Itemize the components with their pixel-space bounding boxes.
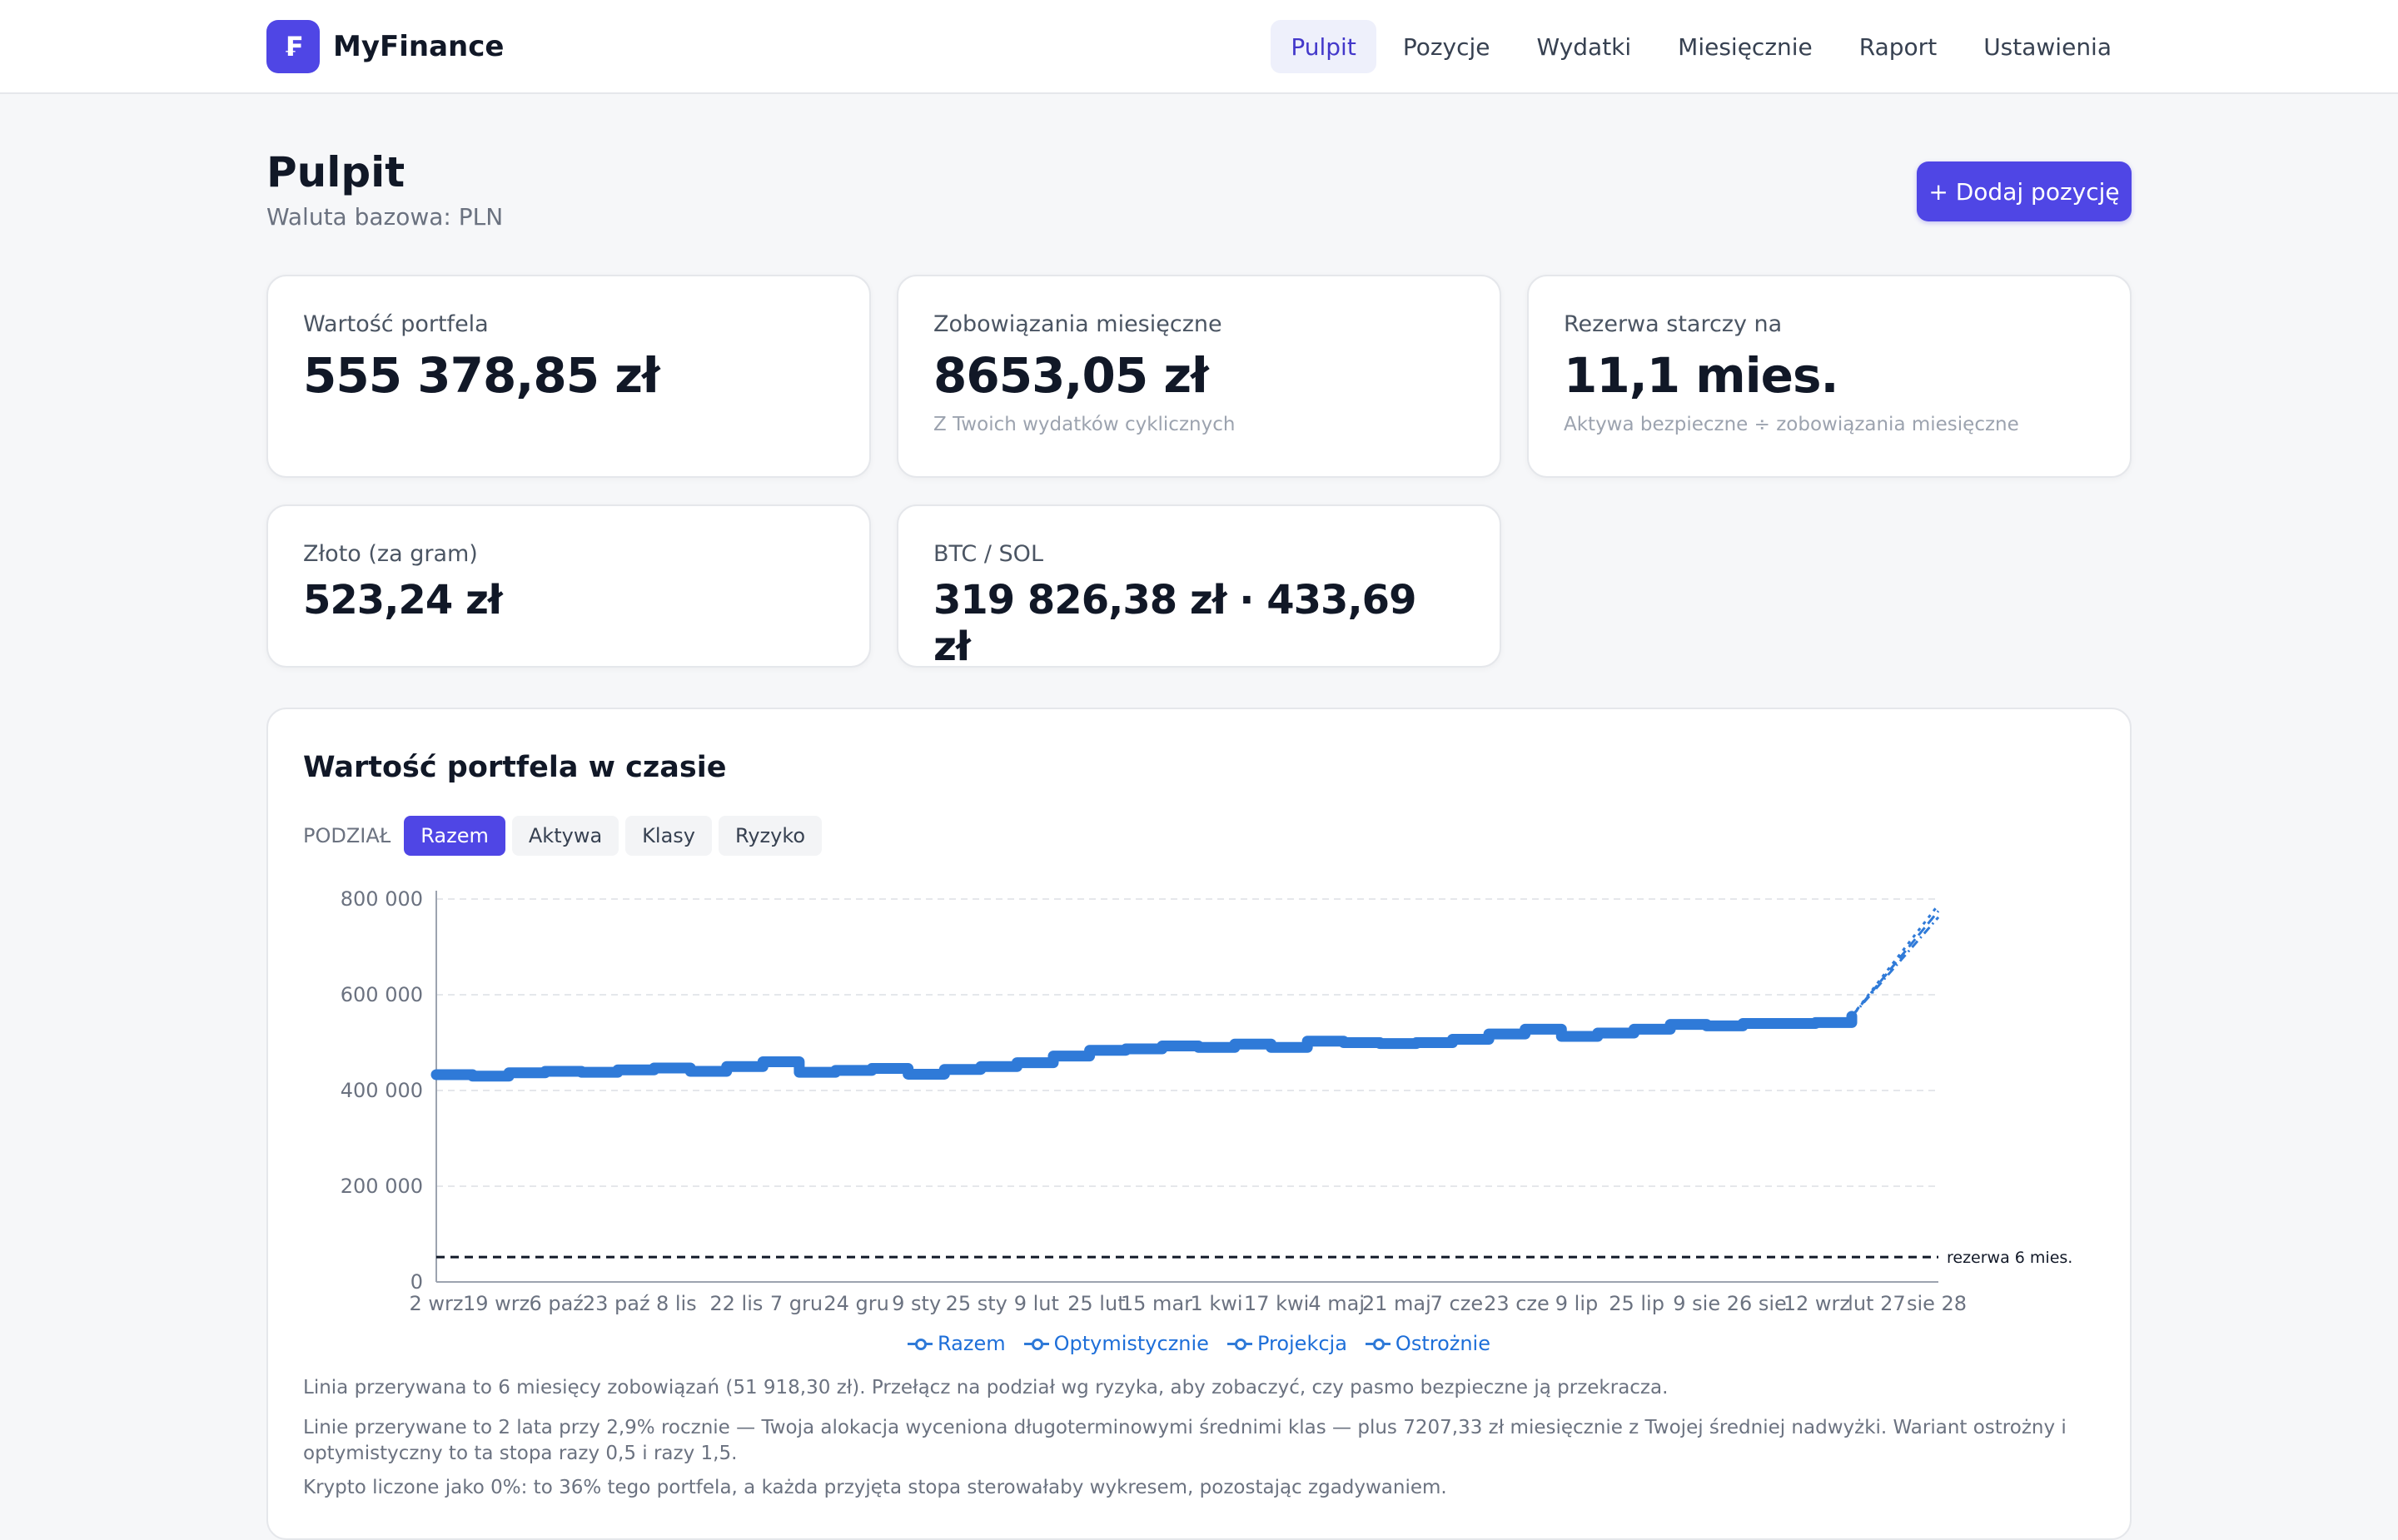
page-title: Pulpit: [266, 148, 405, 196]
x-tick-label: 15 mar: [1121, 1292, 1192, 1315]
x-tick-label: 23 cze: [1484, 1292, 1550, 1315]
x-tick-label: 21 maj: [1362, 1292, 1431, 1315]
reserve-value: 11,1 mies.: [1564, 347, 1839, 404]
legend-label: Ostrożnie: [1395, 1332, 1490, 1355]
nav-item-ustawienia[interactable]: Ustawienia: [1983, 32, 2112, 61]
y-tick-label: 200 000: [341, 1175, 423, 1198]
x-tick-label: 2 wrz: [410, 1292, 464, 1315]
split-label: PODZIAŁ: [303, 824, 391, 847]
portfolio-value: 555 378,85 zł: [303, 347, 660, 404]
brand[interactable]: ₣ MyFinance: [266, 20, 504, 73]
legend-item-optymistycznie[interactable]: Optymistycznie: [1023, 1332, 1209, 1355]
legend-item-ostroznie[interactable]: Ostrożnie: [1365, 1332, 1490, 1355]
x-tick-label: 9 sie: [1673, 1292, 1720, 1315]
x-tick-label: 4 maj: [1308, 1292, 1365, 1315]
chart-note-crypto: Krypto liczone jako 0%: to 36% tego port…: [303, 1477, 1447, 1498]
app-name: MyFinance: [333, 30, 505, 63]
x-tick-label: 9 sty: [892, 1292, 941, 1315]
legend-label: Razem: [937, 1332, 1006, 1355]
legend-line-icon: [1226, 1338, 1252, 1350]
y-tick-label: 400 000: [341, 1079, 423, 1102]
split-selector: PODZIAŁ Razem Aktywa Klasy Ryzyko: [303, 816, 823, 856]
x-tick-label: 17 kwi: [1244, 1292, 1309, 1315]
chart-note-reserve: Linia przerywana to 6 miesięcy zobowiąza…: [303, 1377, 1669, 1398]
x-tick-label: 6 paź: [529, 1292, 583, 1315]
nav-item-pulpit[interactable]: Pulpit: [1271, 20, 1376, 73]
card-label: Złoto (za gram): [303, 541, 478, 567]
x-tick-label: 22 lis: [709, 1292, 763, 1315]
series-optymistycznie-line: [1850, 903, 1940, 1017]
base-currency-label: Waluta bazowa: PLN: [266, 203, 504, 231]
nav-item-pozycje[interactable]: Pozycje: [1402, 32, 1490, 61]
legend-item-razem[interactable]: Razem: [907, 1332, 1006, 1355]
top-navbar: ₣ MyFinance Pulpit Pozycje Wydatki Miesi…: [0, 0, 2398, 94]
x-tick-label: 23 paź: [583, 1292, 650, 1315]
card-label: Zobowiązania miesięczne: [933, 311, 1222, 337]
split-ryzyko-button[interactable]: Ryzyko: [718, 816, 823, 856]
y-tick-label: 600 000: [341, 983, 423, 1006]
card-hint: Aktywa bezpieczne ÷ zobowiązania miesięc…: [1564, 414, 2019, 435]
x-tick-label: 1 kwi: [1190, 1292, 1242, 1315]
legend-line-icon: [1365, 1338, 1391, 1350]
crypto-price-card: BTC / SOL 319 826,38 zł · 433,69 zł: [897, 504, 1501, 670]
portfolio-chart-card: Wartość portfela w czasie PODZIAŁ Razem …: [266, 708, 2132, 1540]
x-tick-label: lut 27: [1848, 1292, 1905, 1315]
card-hint: Z Twoich wydatków cyklicznych: [933, 414, 1236, 435]
legend-label: Optymistycznie: [1053, 1332, 1209, 1355]
legend-line-icon: [907, 1338, 933, 1350]
reserve-line-label: rezerwa 6 mies.: [1947, 1249, 2072, 1267]
split-razem-button[interactable]: Razem: [404, 816, 505, 856]
x-tick-label: sie 28: [1907, 1292, 1967, 1315]
nav-item-miesiecznie[interactable]: Miesięcznie: [1678, 32, 1813, 61]
portfolio-line-chart: 0 200 000 400 000 600 000 800 000 2 wrz 19 wrz…: [341, 887, 2073, 1315]
x-tick-label: 12 wrz: [1784, 1292, 1850, 1315]
x-tick-label: 7 cze: [1430, 1292, 1483, 1315]
monthly-obligations-card: Zobowiązania miesięczne 8653,05 zł Z Two…: [897, 275, 1501, 478]
legend-item-projekcja[interactable]: Projekcja: [1226, 1332, 1347, 1355]
app-logo-icon: ₣: [266, 20, 320, 73]
chart-title: Wartość portfela w czasie: [303, 751, 727, 784]
legend-line-icon: [1023, 1338, 1049, 1350]
crypto-price-value: 319 826,38 zł · 433,69 zł: [933, 577, 1416, 670]
card-label: Rezerwa starczy na: [1564, 311, 1783, 337]
portfolio-value-card: Wartość portfela 555 378,85 zł: [266, 275, 871, 478]
x-tick-label: 24 gru: [823, 1292, 888, 1315]
card-label: BTC / SOL: [933, 541, 1043, 567]
nav-item-wydatki[interactable]: Wydatki: [1536, 32, 1632, 61]
y-tick-label: 0: [410, 1270, 423, 1294]
add-position-button[interactable]: + Dodaj pozycję: [1917, 161, 2132, 221]
x-tick-label: 19 wrz: [463, 1292, 530, 1315]
x-tick-label: 9 lut: [1014, 1292, 1059, 1315]
x-tick-label: 25 sty: [946, 1292, 1007, 1315]
series-ostroznie-line: [1850, 916, 1940, 1017]
gold-price-card: Złoto (za gram) 523,24 zł: [266, 504, 871, 668]
main-nav: Pulpit Pozycje Wydatki Miesięcznie Rapor…: [1271, 20, 2132, 73]
split-aktywa-button[interactable]: Aktywa: [511, 816, 619, 856]
x-tick-label: 26 sie: [1727, 1292, 1787, 1315]
x-tick-label: 7 gru: [770, 1292, 823, 1315]
legend-label: Projekcja: [1256, 1332, 1347, 1355]
x-tick-label: 25 lut: [1067, 1292, 1125, 1315]
card-label: Wartość portfela: [303, 311, 489, 337]
gold-price-value: 523,24 zł: [303, 577, 503, 623]
y-tick-label: 800 000: [341, 887, 423, 911]
reserve-card: Rezerwa starczy na 11,1 mies. Aktywa bez…: [1527, 275, 2132, 478]
x-tick-label: 9 lip: [1555, 1292, 1598, 1315]
nav-item-raport[interactable]: Raport: [1858, 32, 1938, 61]
chart-note-projection: Linie przerywane to 2 lata przy 2,9% roc…: [303, 1417, 2067, 1464]
monthly-obligations-value: 8653,05 zł: [933, 347, 1209, 404]
series-razem-line: [430, 1011, 1858, 1082]
x-tick-label: 25 lip: [1609, 1292, 1664, 1315]
split-klasy-button[interactable]: Klasy: [625, 816, 712, 856]
x-tick-label: 8 lis: [656, 1292, 697, 1315]
chart-legend: Razem Optymistycznie Projekcja Ostrożnie: [268, 1332, 2130, 1355]
